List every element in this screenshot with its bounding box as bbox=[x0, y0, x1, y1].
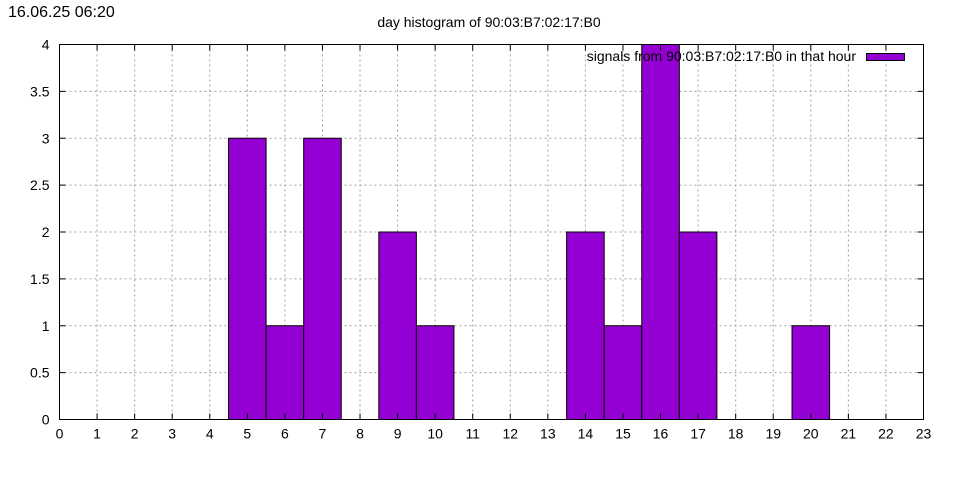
x-tick-label: 22 bbox=[878, 426, 894, 442]
y-tick-label: 2.5 bbox=[30, 177, 50, 193]
histogram-bar bbox=[603, 325, 643, 420]
y-tick-label: 1.5 bbox=[30, 271, 50, 287]
x-tick-label: 13 bbox=[540, 426, 556, 442]
y-tick-label: 3.5 bbox=[30, 83, 50, 99]
y-tick-label: 0 bbox=[42, 412, 50, 428]
ticks-layer: 0 1 2 3 4 5 6 7 8 9 10 11 12 13 14 15 16 17 18 19 20 21 22 2300… bbox=[30, 37, 931, 442]
histogram-bar bbox=[228, 137, 267, 420]
x-tick-label: 8 bbox=[356, 426, 364, 442]
y-tick-label: 1 bbox=[42, 318, 50, 334]
histogram-bar bbox=[378, 231, 417, 420]
x-tick-label: 1 bbox=[93, 426, 101, 442]
x-tick-label: 16 bbox=[653, 426, 669, 442]
x-tick-label: 19 bbox=[765, 426, 781, 442]
x-tick-label: 17 bbox=[690, 426, 706, 442]
x-tick-label: 11 bbox=[465, 426, 480, 442]
histogram-bar bbox=[791, 325, 831, 420]
histogram-bar bbox=[641, 44, 680, 420]
histogram-bar bbox=[678, 231, 718, 420]
x-tick-label: 14 bbox=[578, 426, 594, 442]
x-tick-label: 7 bbox=[319, 426, 327, 442]
y-tick-label: 4 bbox=[42, 37, 50, 53]
x-tick-label: 23 bbox=[916, 426, 932, 442]
y-tick-label: 3 bbox=[42, 130, 50, 146]
x-tick-label: 9 bbox=[394, 426, 402, 442]
histogram-bar bbox=[265, 325, 305, 420]
bars-layer bbox=[228, 44, 831, 420]
x-tick-label: 0 bbox=[56, 426, 64, 442]
grid-layer bbox=[59, 44, 924, 420]
legend: signals from 90:03:B7:02:17:B0 in that h… bbox=[587, 48, 905, 64]
x-tick-label: 10 bbox=[427, 426, 443, 442]
x-tick-label: 5 bbox=[243, 426, 251, 442]
x-tick-label: 4 bbox=[206, 426, 214, 442]
x-tick-label: 21 bbox=[841, 426, 857, 442]
x-tick-label: 6 bbox=[281, 426, 289, 442]
y-tick-label: 0.5 bbox=[30, 365, 50, 381]
x-tick-label: 12 bbox=[502, 426, 518, 442]
histogram-bar bbox=[566, 231, 605, 420]
timestamp: 16.06.25 06:20 bbox=[8, 4, 115, 21]
y-tick-label: 2 bbox=[42, 224, 50, 240]
x-tick-label: 2 bbox=[131, 426, 139, 442]
legend-label: signals from 90:03:B7:02:17:B0 in that h… bbox=[587, 48, 857, 64]
x-tick-label: 20 bbox=[803, 426, 819, 442]
x-tick-label: 3 bbox=[168, 426, 176, 442]
histogram-bar bbox=[415, 325, 455, 420]
x-tick-label: 15 bbox=[615, 426, 631, 442]
histogram-bar bbox=[303, 137, 342, 420]
legend-swatch bbox=[866, 53, 905, 61]
chart-title: day histogram of 90:03:B7:02:17:B0 bbox=[377, 14, 601, 30]
x-tick-label: 18 bbox=[728, 426, 744, 442]
